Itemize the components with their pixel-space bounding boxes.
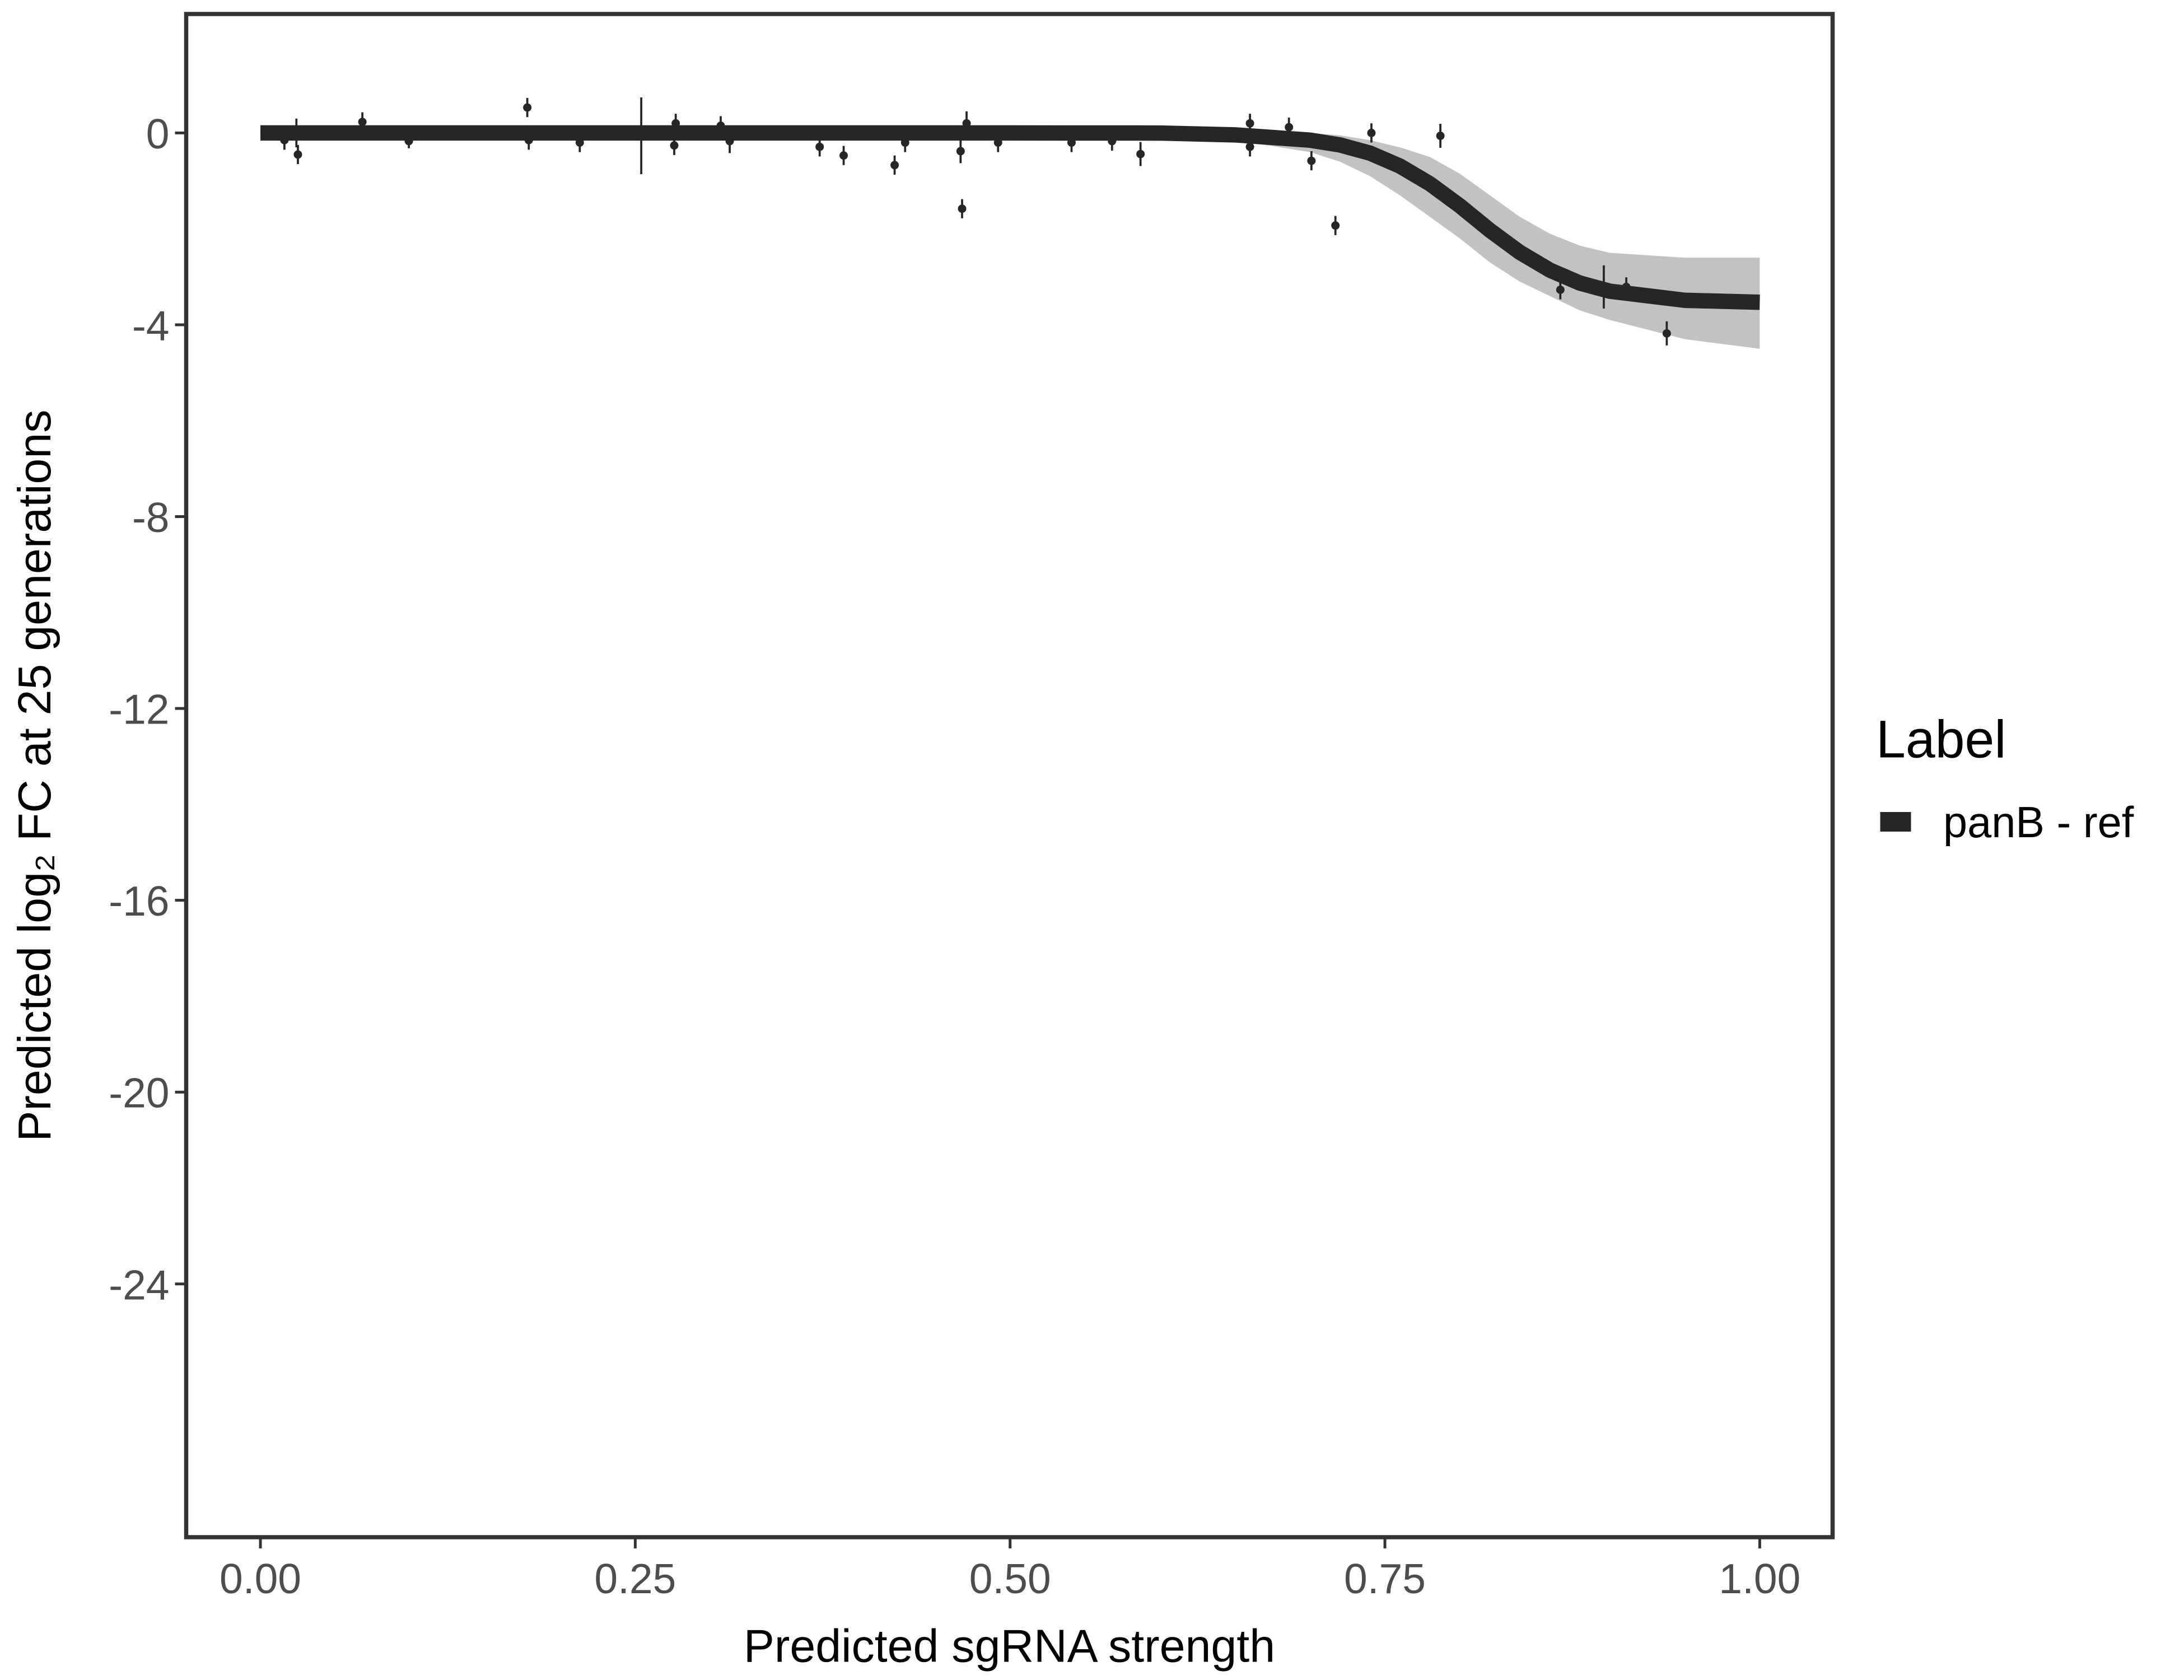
fit-line bbox=[260, 125, 1760, 310]
y-axis-title: Predicted log₂ FC at 25 generations bbox=[9, 410, 60, 1142]
y-tick-label: -24 bbox=[109, 1261, 169, 1308]
legend-key bbox=[1880, 812, 1911, 832]
data-point bbox=[524, 136, 533, 144]
data-point bbox=[993, 138, 1002, 147]
data-point bbox=[900, 138, 909, 147]
data-point bbox=[1067, 138, 1076, 147]
data-point bbox=[523, 103, 532, 112]
legend-label: panB - ref bbox=[1943, 799, 2134, 847]
data-point bbox=[1136, 150, 1145, 158]
x-tick-label: 1.00 bbox=[1719, 1555, 1800, 1602]
data-point bbox=[670, 141, 679, 150]
data-point bbox=[1331, 221, 1340, 230]
y-tick-label: -20 bbox=[109, 1070, 169, 1117]
y-tick-label: -16 bbox=[109, 878, 169, 925]
x-tick-label: 0.75 bbox=[1344, 1555, 1426, 1602]
data-point bbox=[358, 118, 367, 127]
y-tick-label: -12 bbox=[109, 686, 169, 733]
data-point bbox=[1662, 329, 1671, 338]
data-point bbox=[1245, 142, 1254, 151]
data-point bbox=[575, 138, 584, 147]
data-point bbox=[292, 128, 301, 137]
data-point bbox=[1556, 285, 1565, 294]
data-point bbox=[725, 137, 734, 146]
data-point bbox=[839, 151, 848, 160]
x-tick-label: 0.50 bbox=[969, 1555, 1051, 1602]
y-tick-label: -4 bbox=[132, 302, 170, 349]
data-point bbox=[1622, 282, 1631, 291]
uncertainty-band bbox=[260, 130, 1760, 349]
data-point bbox=[404, 137, 413, 146]
data-point bbox=[1108, 137, 1117, 146]
data-point bbox=[1599, 282, 1608, 291]
legend-title: Label bbox=[1876, 710, 2006, 769]
data-point bbox=[958, 204, 967, 213]
data-point bbox=[815, 142, 824, 151]
data-point bbox=[956, 147, 965, 156]
y-tick-label: -8 bbox=[132, 494, 170, 541]
data-point bbox=[962, 119, 971, 128]
x-axis-title: Predicted sgRNA strength bbox=[744, 1621, 1275, 1672]
y-tick-label: 0 bbox=[146, 110, 170, 157]
data-point bbox=[890, 161, 899, 170]
data-point bbox=[637, 132, 646, 141]
data-point bbox=[280, 136, 289, 144]
data-point bbox=[716, 122, 725, 130]
panel-border bbox=[184, 12, 1835, 1539]
x-tick-label: 0.25 bbox=[594, 1555, 676, 1602]
data-point bbox=[1367, 128, 1376, 137]
data-point bbox=[1285, 123, 1294, 132]
data-point bbox=[671, 119, 680, 128]
data-point bbox=[1245, 119, 1254, 128]
data-point bbox=[1307, 156, 1316, 165]
x-tick-label: 0.00 bbox=[220, 1555, 301, 1602]
data-point bbox=[1436, 132, 1445, 141]
data-point bbox=[293, 150, 302, 159]
